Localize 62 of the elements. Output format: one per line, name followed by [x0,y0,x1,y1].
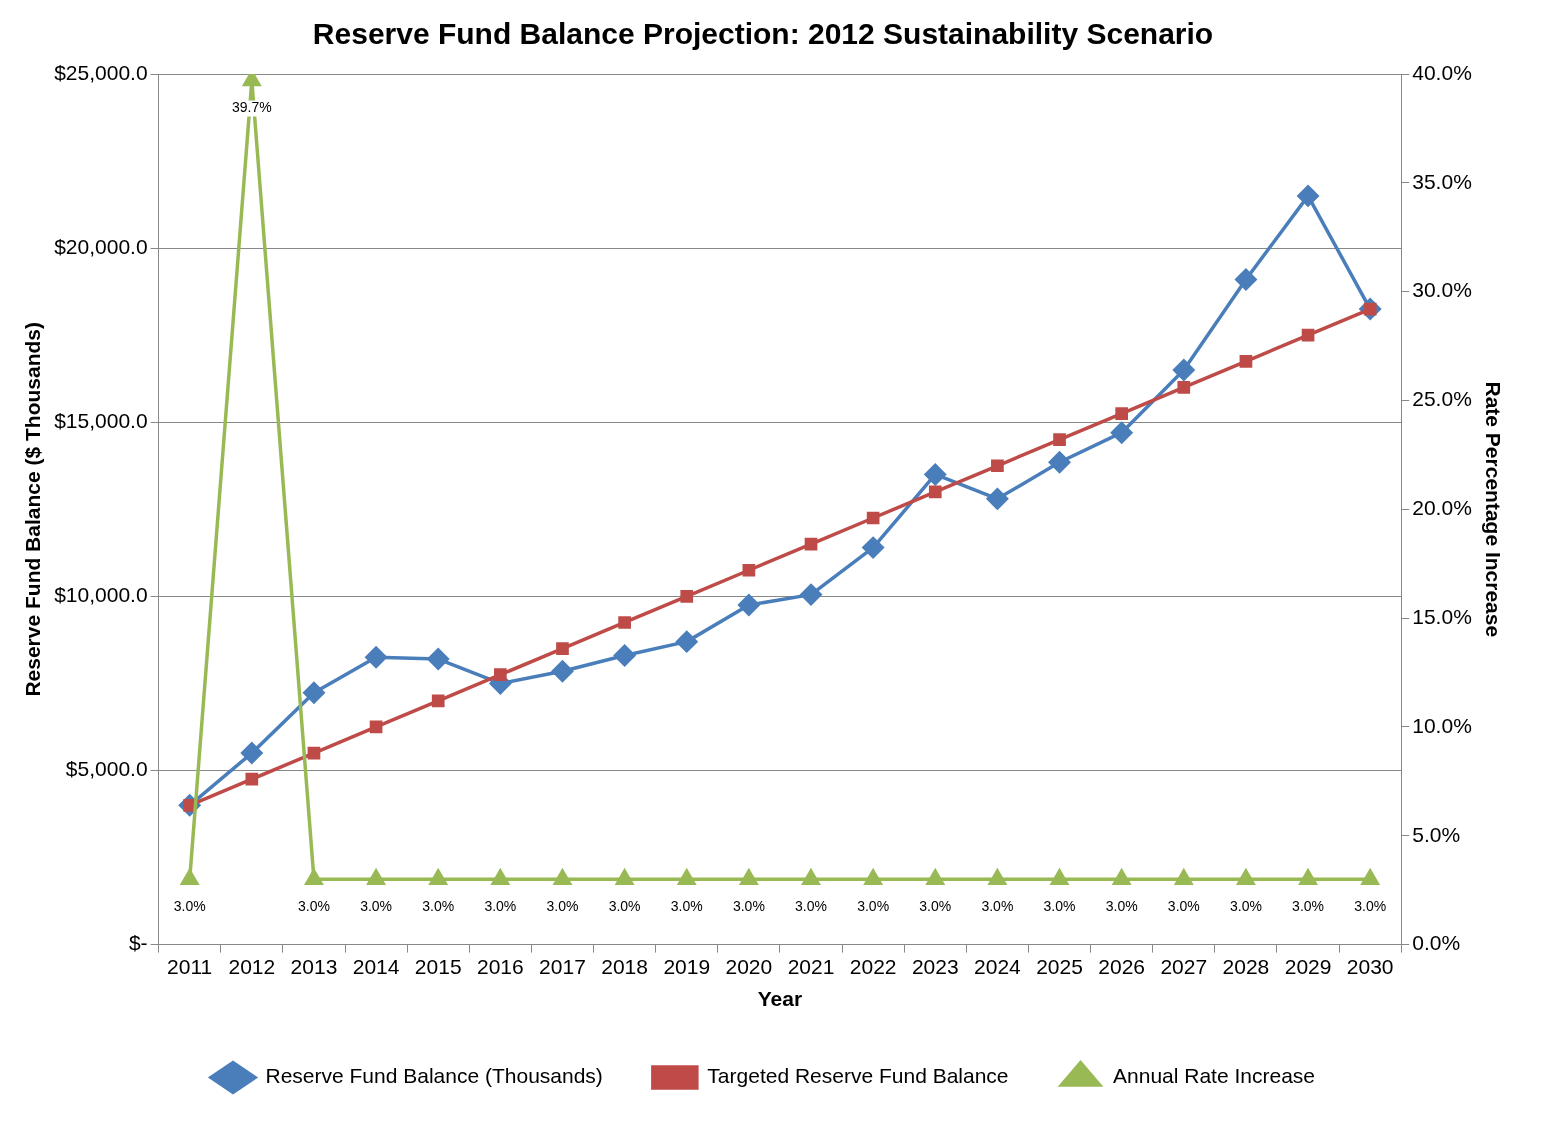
x-tick-label: 2016 [476,955,524,978]
x-axis-title: Year [757,987,803,1011]
x-tick-label: 2021 [787,955,835,978]
x-tick-label: 2014 [352,955,400,978]
data-label: 3.0% [484,898,517,915]
data-label: 3.0% [422,898,455,915]
data-label: 3.0% [1229,898,1262,915]
x-tick-label: 2024 [974,955,1022,978]
x-tick-label: 2022 [849,955,897,978]
x-tick-label: 2018 [601,955,648,978]
x-tick-label: 2020 [725,955,773,978]
data-label: 3.0% [546,898,579,915]
x-tick-label: 2030 [1346,955,1394,978]
y2-tick-label: 40.0% [1412,60,1472,84]
data-label: 3.0% [981,898,1014,915]
chart-title: Reserve Fund Balance Projection: 2012 Sustainability Scenario [312,17,1214,51]
data-label: 3.0% [1105,898,1138,915]
y-tick-label: $5,000.0 [65,757,148,781]
y2-tick-label: 15.0% [1412,604,1472,628]
x-tick-label: 2012 [228,955,276,978]
y2-tick-label: 10.0% [1412,713,1472,737]
data-label: 3.0% [732,898,765,915]
y-tick-label: $20,000.0 [54,234,148,258]
y2-axis-title: Rate Percentage Increase [1481,381,1505,638]
data-label: 3.0% [670,898,703,915]
y-tick-label: $10,000.0 [54,583,148,607]
y2-tick-label: 25.0% [1412,387,1472,411]
y2-tick-label: 0.0% [1412,931,1461,955]
x-tick-label: 2023 [911,955,959,978]
data-label: 3.0% [608,898,641,915]
x-tick-label: 2017 [539,955,586,978]
x-tick-label: 2025 [1036,955,1083,978]
data-label: 3.0% [173,898,206,915]
data-label: 39.7% [231,99,272,116]
x-tick-label: 2026 [1098,955,1146,978]
y2-tick-label: 20.0% [1412,496,1472,520]
y2-tick-label: 5.0% [1412,822,1461,846]
legend-label: Reserve Fund Balance (Thousands) [265,1064,603,1088]
x-tick-label: 2015 [414,955,462,978]
x-tick-label: 2011 [167,955,213,978]
y2-tick-label: 30.0% [1412,278,1472,302]
y-tick-label: $25,000.0 [54,60,148,84]
data-label: 3.0% [1292,898,1325,915]
data-label: 3.0% [297,898,330,915]
data-label: 3.0% [857,898,890,915]
legend-label: Annual Rate Increase [1113,1064,1315,1088]
y-tick-label: $15,000.0 [54,409,148,433]
data-label: 3.0% [360,898,393,915]
data-label: 3.0% [1043,898,1076,915]
y2-tick-label: 35.0% [1412,169,1472,193]
x-tick-label: 2027 [1160,955,1208,978]
legend-label: Targeted Reserve Fund Balance [707,1064,1009,1088]
x-tick-label: 2013 [290,955,338,978]
x-tick-label: 2019 [663,955,711,978]
data-label: 3.0% [1354,898,1387,915]
x-tick-label: 2028 [1222,955,1270,978]
data-label: 3.0% [795,898,827,915]
y-tick-label: $- [128,931,148,955]
data-label: 3.0% [1167,898,1200,915]
y-axis-title: Reserve Fund Balance ($ Thousands) [21,322,45,697]
data-label: 3.0% [919,898,952,915]
x-tick-label: 2029 [1284,955,1332,978]
